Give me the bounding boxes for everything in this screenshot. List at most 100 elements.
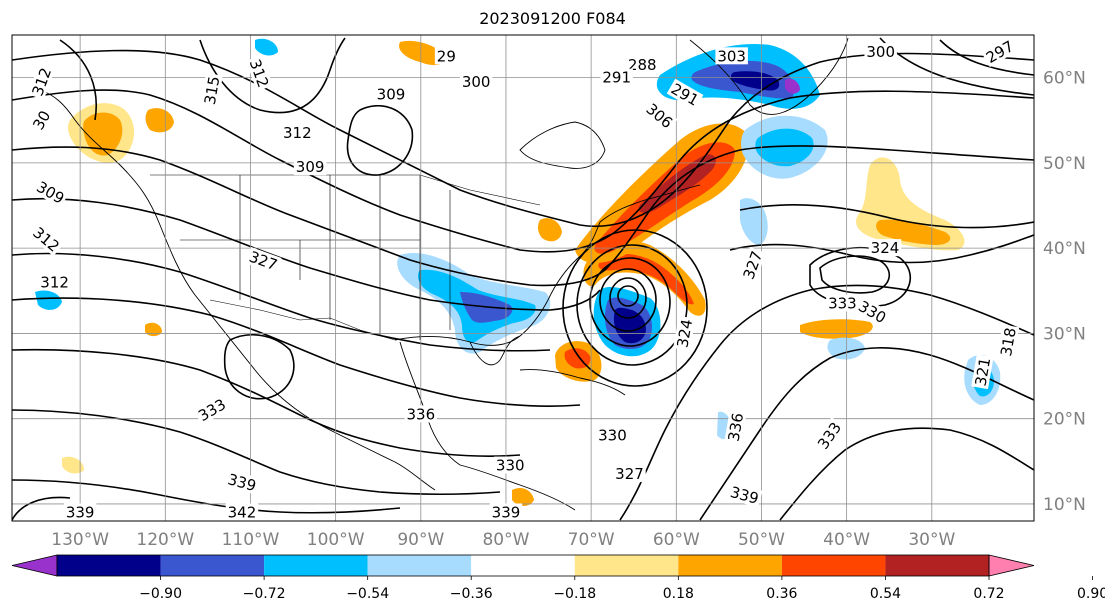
greater-antilles: [519, 369, 626, 396]
negative-anomaly-east-atlantic-inner: [755, 128, 814, 167]
contour-label-background: [981, 36, 1019, 68]
contour-label-text: 324: [871, 239, 900, 257]
florida-peninsula: [469, 335, 521, 366]
contour-label-text: 321: [972, 356, 995, 387]
colorbar: −0.90 −0.72 −0.54 −0.36 −0.18 0.18 0.36 0.54 0.7…: [11, 554, 1105, 602]
colorbar-segment: [367, 555, 472, 576]
contour-label: 318: [996, 324, 1020, 360]
colorbar-lower-extension: [11, 554, 58, 577]
positive-anomaly-great-lakes: [537, 218, 562, 242]
positive-anomaly-pacific-northwest-inner: [83, 112, 123, 156]
latitude-tick-labels: 10°N 20°N 30°N 40°N 50°N 60°N: [1043, 69, 1086, 515]
contour-label-text: 300: [866, 43, 895, 61]
contour-label-text: 339: [66, 503, 95, 521]
greenland-coast: [689, 37, 849, 115]
positive-anomaly-tropical-pacific: [62, 456, 84, 474]
contour-label: 339: [489, 503, 523, 521]
contour-label-text: 339: [492, 503, 521, 521]
colorbar-upper-extension: [988, 554, 1035, 577]
contour-label: 315: [200, 72, 223, 108]
longitude-label: 120°W: [136, 530, 194, 550]
contour-label-background: [38, 273, 71, 291]
contour-label-text: 342: [228, 503, 257, 521]
contour-closed-high: [346, 105, 414, 176]
colorbar-frame: [56, 554, 990, 577]
colorbar-tick-label: 0.54: [870, 586, 901, 602]
colorbar-segment: [885, 555, 989, 576]
hudson-bay: [519, 121, 606, 169]
contour-line: [12, 252, 551, 352]
contour-line: [12, 409, 501, 496]
contour-label-text: 288: [628, 56, 657, 74]
contour-cyclone-ring: [599, 268, 657, 332]
canada-east-coast: [599, 184, 701, 223]
colorbar-tick-label: −0.36: [450, 586, 493, 602]
contour-label: 29: [434, 47, 458, 65]
colorbar-tick-label: −0.72: [243, 586, 286, 602]
latitude-label: 30°N: [1043, 324, 1086, 344]
contour-label-background: [28, 222, 65, 257]
colorbar-segment: [57, 555, 161, 576]
contour-label-background: [28, 105, 55, 135]
contour-label: 303: [715, 47, 748, 65]
contour-label: 324: [868, 239, 902, 257]
contour-label-background: [868, 239, 902, 257]
contour-label-background: [200, 72, 223, 108]
negative-anomaly-mid-atlantic: [740, 198, 768, 245]
contour-label-background: [193, 394, 231, 426]
map-frame: [11, 34, 1035, 522]
contour-label: 312: [246, 55, 273, 92]
colorbar-tick-label: 0.36: [766, 586, 797, 602]
longitude-label: 60°W: [653, 530, 700, 550]
contour-label-text: 327: [615, 465, 644, 483]
colorbar-tick-label: 0.18: [663, 586, 694, 602]
contour-label-background: [666, 78, 704, 110]
contour-label-background: [600, 68, 633, 86]
colorbar-tick-label: 0.90: [1077, 586, 1105, 602]
contour-label-text: 324: [673, 318, 696, 349]
contour-label-text: 312: [283, 124, 312, 142]
longitude-label: 100°W: [307, 530, 365, 550]
contour-closed-low: [819, 255, 891, 294]
contour-line: [729, 234, 1034, 264]
contour-label-text: 309: [377, 86, 406, 104]
contour-label: 330: [493, 456, 527, 475]
us-state-borders: [180, 175, 451, 340]
contour-label-background: [625, 55, 659, 73]
contour-label-text: 309: [296, 158, 325, 176]
contour-line: [779, 427, 1034, 521]
longitude-label: 30°W: [908, 530, 955, 550]
contour-label: 321: [971, 354, 995, 390]
contour-label-background: [404, 405, 438, 423]
contour-label-background: [493, 456, 527, 474]
colorbar-segment: [264, 555, 368, 576]
contour-label: 339: [63, 503, 97, 521]
contour-label-text: 336: [406, 405, 435, 423]
contour-label-background: [826, 294, 859, 312]
contour-label-text: 29: [437, 47, 456, 65]
longitude-label: 130°W: [51, 530, 109, 550]
contour-label-background: [27, 63, 55, 100]
graticule: [12, 35, 1034, 521]
contour-label-background: [726, 482, 763, 508]
map-title: 2023091200 F084: [479, 9, 626, 28]
contour-label: 300: [459, 72, 493, 91]
contour-label: 300: [864, 43, 897, 61]
strong-negative-anomaly-north-atlantic: [785, 78, 800, 94]
positive-anomaly-south-caribbean: [512, 488, 534, 506]
longitude-label: 70°W: [568, 530, 615, 550]
contour-line: [12, 89, 1034, 253]
central-america-coast: [459, 464, 576, 511]
contour-label-background: [281, 124, 314, 142]
contour-label-text: 318: [997, 326, 1020, 357]
contour-label-text: 312: [40, 273, 69, 291]
contour-label: 342: [225, 503, 259, 521]
contour-label: 327: [613, 465, 646, 483]
contour-label-background: [434, 47, 458, 65]
gulf-and-east-coast: [394, 221, 601, 346]
contour-label-background: [374, 85, 408, 103]
contour-label-background: [724, 409, 747, 445]
negative-anomaly-alaska: [255, 38, 278, 56]
contour-label-background: [641, 98, 678, 133]
